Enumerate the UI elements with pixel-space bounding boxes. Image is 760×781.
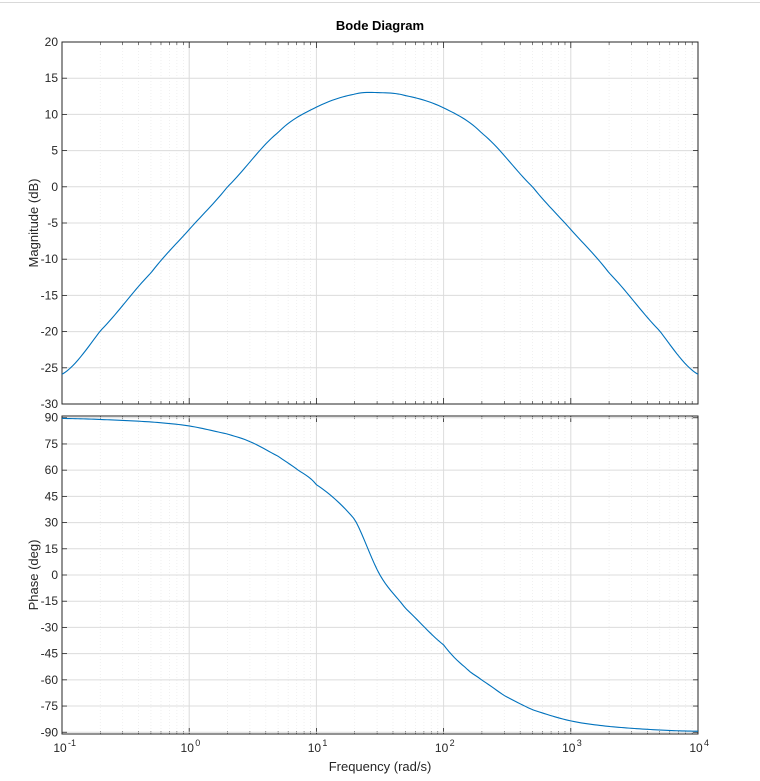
x-tick-base: 10	[689, 741, 703, 755]
x-tick-exponent: 1	[322, 738, 327, 748]
magnitude-panel: 20 15 10 5 0 -5 -10 -15 -20 -25 -30 Magnitude (dB)	[26, 35, 699, 411]
phase-axis-label: Phase (deg)	[26, 540, 41, 611]
y-tick-label: -30	[41, 620, 59, 634]
y-tick-label: 0	[51, 568, 58, 582]
y-tick-label: 30	[45, 516, 59, 530]
y-tick-label: 15	[45, 71, 59, 85]
x-tick-exponent: 3	[577, 738, 582, 748]
y-tick-label: 60	[45, 463, 59, 477]
y-tick-label: -90	[41, 725, 59, 739]
x-tick-base: 10	[562, 741, 576, 755]
y-tick-label: 20	[45, 35, 59, 49]
x-tick-exponent: 0	[195, 738, 200, 748]
axes-frame	[61, 41, 699, 405]
x-tick-label: 10 3	[562, 738, 582, 755]
x-tick-exponent: 2	[450, 738, 455, 748]
magnitude-axis-label: Magnitude (dB)	[26, 179, 41, 268]
y-tick-label: 0	[51, 180, 58, 194]
y-tick-label: 5	[51, 144, 58, 158]
x-tick-base: 10	[53, 741, 67, 755]
y-tick-label: -45	[41, 647, 59, 661]
x-tick-label: 10 4	[689, 738, 709, 755]
magnitude-line	[61, 91, 699, 375]
x-tick-exponent: 4	[704, 738, 709, 748]
axes-frame	[61, 415, 699, 735]
x-tick-base: 10	[181, 741, 195, 755]
y-tick-label: -75	[41, 699, 59, 713]
phase-panel: 90 75 60 45 30 15 0 -15 -30 -45 -60 -75 -90 Phase (de…	[26, 411, 699, 739]
y-tick-label: -30	[41, 397, 59, 411]
top-border	[0, 2, 760, 3]
y-tick-label: 90	[45, 411, 59, 425]
x-tick-label: 10 -1	[53, 738, 76, 755]
frequency-axis-label: Frequency (rad/s)	[329, 759, 432, 774]
x-tick-base: 10	[435, 741, 449, 755]
x-tick-label: 10 2	[435, 738, 455, 755]
y-tick-label: -10	[41, 252, 59, 266]
x-tick-base: 10	[308, 741, 322, 755]
x-tick-exponent: -1	[68, 738, 76, 748]
y-tick-label: 15	[45, 542, 59, 556]
y-tick-label: -15	[41, 288, 59, 302]
y-tick-label: 75	[45, 437, 59, 451]
x-tick-label: 10 0	[181, 738, 201, 755]
y-tick-label: 45	[45, 489, 59, 503]
y-tick-label: -60	[41, 673, 59, 687]
y-tick-label: -20	[41, 325, 59, 339]
y-tick-label: -15	[41, 594, 59, 608]
y-tick-label: 10	[45, 107, 59, 121]
x-tick-label: 10 1	[308, 738, 328, 755]
phase-line	[61, 417, 699, 732]
y-tick-label: -25	[41, 361, 59, 375]
y-tick-label: -5	[47, 216, 58, 230]
chart-title: Bode Diagram	[336, 18, 424, 33]
